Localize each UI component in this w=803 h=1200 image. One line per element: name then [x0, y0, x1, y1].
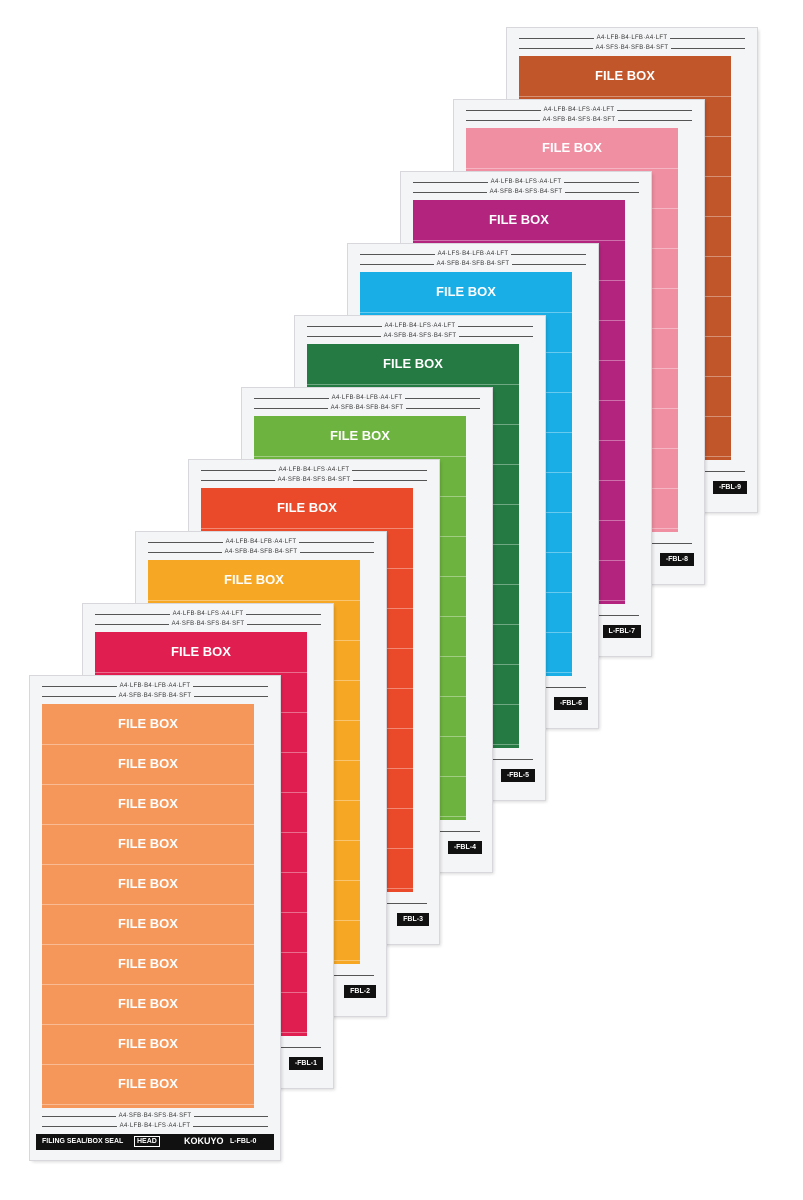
size-guide: A4·LFB·B4·LFS·A4·LFT — [307, 322, 533, 331]
size-guide: A4·LFB·B4·LFS·A4·LFT — [95, 610, 321, 619]
label-text: FILE BOX — [360, 272, 572, 313]
size-guide: A4·SFB·B4·SFB·B4·SFT — [360, 260, 586, 269]
size-guide-text: A4·SFB·B4·SFS·B4·SFT — [486, 189, 566, 195]
label-text: FILE BOX — [42, 984, 254, 1025]
size-guide-text: A4·SFB·B4·SFS·B4·SFT — [115, 1113, 195, 1119]
size-guide: A4·SFB·B4·SFS·B4·SFT — [466, 116, 692, 125]
label-text: FILE BOX — [201, 488, 413, 529]
label-sheet: A4·LFB·B4·LFB·A4·LFT A4·SFB·B4·SFB·B4·SFT… — [30, 676, 280, 1160]
size-guide: A4·SFB·B4·SFS·B4·SFT — [95, 620, 321, 629]
label-text: FILE BOX — [42, 824, 254, 865]
size-guide: A4·LFB·B4·LFS·A4·LFT — [42, 1122, 268, 1131]
product-code: -FBL-5 — [500, 769, 535, 782]
label-text: FILE BOX — [466, 128, 678, 169]
size-guide: A4·SFB·B4·SFB·B4·SFT — [42, 692, 268, 701]
size-guide-text: A4·SFB·B4·SFS·B4·SFT — [539, 117, 619, 123]
size-guide: A4·SFB·B4·SFS·B4·SFT — [42, 1112, 268, 1121]
footer-badge: HEAD — [134, 1136, 160, 1147]
size-guide: A4·SFB·B4·SFS·B4·SFT — [413, 188, 639, 197]
size-guide-text: A4·LFB·B4·LFB·A4·LFT — [116, 683, 194, 689]
size-guide: A4·LFB·B4·LFB·A4·LFT — [148, 538, 374, 547]
size-guide-text: A4·SFB·B4·SFB·B4·SFT — [433, 261, 513, 267]
label-text: FILE BOX — [42, 744, 254, 785]
color-area: FILE BOX FILE BOX FILE BOX FILE BOX FILE BOX… — [42, 704, 254, 1108]
label-text: FILE BOX — [519, 56, 731, 97]
size-guide-text: A4·LFB·B4·LFS·A4·LFT — [540, 107, 618, 113]
size-guide-text: A4·LFS·B4·LFB·A4·LFT — [434, 251, 512, 257]
product-code: FBL-2 — [344, 985, 376, 998]
size-guide-text: A4·LFB·B4·LFB·A4·LFT — [328, 395, 406, 401]
label-text: FILE BOX — [413, 200, 625, 241]
product-code: -FBL-9 — [712, 481, 747, 494]
label-text: FILE BOX — [95, 632, 307, 673]
label-text: FILE BOX — [42, 784, 254, 825]
label-text: FILE BOX — [42, 944, 254, 985]
size-guide: A4·LFB·B4·LFB·A4·LFT — [42, 682, 268, 691]
size-guide-text: A4·LFB·B4·LFS·A4·LFT — [275, 467, 353, 473]
size-guide: A4·LFB·B4·LFB·A4·LFT — [519, 34, 745, 43]
size-guide: A4·SFS·B4·SFB·B4·SFT — [519, 44, 745, 53]
size-guide-text: A4·SFB·B4·SFS·B4·SFT — [380, 333, 460, 339]
footer-title: FILING SEAL/BOX SEAL — [42, 1138, 124, 1145]
product-code: -FBL-4 — [447, 841, 482, 854]
brand: KOKUYO — [184, 1136, 224, 1146]
label-text: FILE BOX — [42, 1024, 254, 1065]
size-guide-text: A4·LFB·B4·LFS·A4·LFT — [381, 323, 459, 329]
label-text: FILE BOX — [254, 416, 466, 457]
size-guide: A4·LFB·B4·LFB·A4·LFT — [254, 394, 480, 403]
size-guide: A4·LFS·B4·LFB·A4·LFT — [360, 250, 586, 259]
product-code: -FBL-8 — [659, 553, 694, 566]
size-guide: A4·SFB·B4·SFS·B4·SFT — [201, 476, 427, 485]
product-code: -FBL-1 — [288, 1057, 323, 1070]
size-guide: A4·LFB·B4·LFS·A4·LFT — [466, 106, 692, 115]
label-text: FILE BOX — [42, 904, 254, 945]
product-code: FBL-3 — [397, 913, 429, 926]
size-guide: A4·SFB·B4·SFB·B4·SFT — [254, 404, 480, 413]
footer-bar: FILING SEAL/BOX SEAL HEAD KOKUYO L-FBL-0 — [36, 1134, 274, 1150]
product-code: -FBL-6 — [553, 697, 588, 710]
size-guide-text: A4·SFB·B4·SFB·B4·SFT — [221, 549, 301, 555]
product-code: L-FBL-7 — [602, 625, 641, 638]
size-guide-text: A4·LFB·B4·LFB·A4·LFT — [222, 539, 300, 545]
size-guide-text: A4·LFB·B4·LFB·A4·LFT — [593, 35, 671, 41]
size-guide-text: A4·LFB·B4·LFS·A4·LFT — [487, 179, 565, 185]
size-guide-text: A4·SFB·B4·SFS·B4·SFT — [274, 477, 354, 483]
product-code: L-FBL-0 — [230, 1138, 257, 1145]
size-guide-text: A4·SFS·B4·SFB·B4·SFT — [592, 45, 672, 51]
size-guide-text: A4·LFB·B4·LFS·A4·LFT — [169, 611, 247, 617]
size-guide-text: A4·LFB·B4·LFS·A4·LFT — [116, 1123, 194, 1129]
size-guide: A4·SFB·B4·SFB·B4·SFT — [148, 548, 374, 557]
size-guide-text: A4·SFB·B4·SFB·B4·SFT — [115, 693, 195, 699]
size-guide: A4·LFB·B4·LFS·A4·LFT — [413, 178, 639, 187]
size-guide-text: A4·SFB·B4·SFB·B4·SFT — [327, 405, 407, 411]
label-text: FILE BOX — [148, 560, 360, 601]
label-text: FILE BOX — [42, 704, 254, 745]
label-text: FILE BOX — [307, 344, 519, 385]
label-text: FILE BOX — [42, 864, 254, 905]
size-guide: A4·SFB·B4·SFS·B4·SFT — [307, 332, 533, 341]
size-guide: A4·LFB·B4·LFS·A4·LFT — [201, 466, 427, 475]
label-text: FILE BOX — [42, 1064, 254, 1105]
size-guide-text: A4·SFB·B4·SFS·B4·SFT — [168, 621, 248, 627]
